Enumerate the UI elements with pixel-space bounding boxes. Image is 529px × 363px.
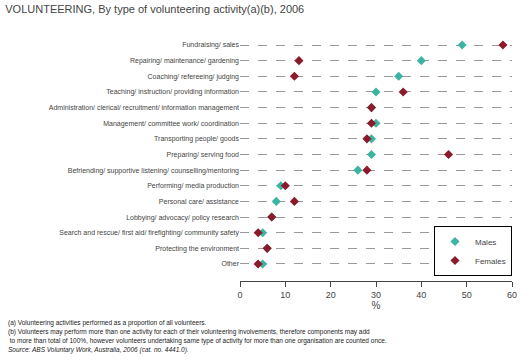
svg-text:Befriending/ supportive listen: Befriending/ supportive listening/ couns… [68,167,239,175]
svg-text:20: 20 [326,290,336,300]
svg-text:30: 30 [371,290,381,300]
svg-text:(b) Volunteers may perform mor: (b) Volunteers may perform more than one… [8,328,370,336]
svg-text:Administration/ clerical/ recr: Administration/ clerical/ recruitment/ i… [49,104,239,112]
svg-text:Management/ committee work/ co: Management/ committee work/ coordination [103,120,239,128]
svg-text:Source: ABS Voluntary Work, Au: Source: ABS Voluntary Work, Australia, 2… [8,346,189,354]
svg-text:50: 50 [462,290,472,300]
svg-text:Transporting people/ goods: Transporting people/ goods [154,135,239,143]
svg-text:40: 40 [416,290,426,300]
svg-text:Personal care/ assistance: Personal care/ assistance [159,198,239,205]
svg-text:(a) Volunteering activities pe: (a) Volunteering activities performed as… [8,319,207,327]
svg-text:Other: Other [221,260,239,267]
svg-text:Repairing/ maintenance/ garden: Repairing/ maintenance/ gardening [130,57,239,65]
svg-text:Fundraising/ sales: Fundraising/ sales [182,41,239,49]
svg-text:60: 60 [507,290,517,300]
svg-text:Males: Males [475,238,496,247]
svg-text:VOLUNTEERING, By type of volun: VOLUNTEERING, By type of volunteering ac… [5,3,304,15]
svg-text:to more than total of 100%, ho: to more than total of 100%, however volu… [8,337,387,345]
svg-text:0: 0 [237,290,242,300]
svg-text:Females: Females [475,257,506,266]
svg-text:Protecting the environment: Protecting the environment [155,245,239,253]
svg-text:%: % [372,300,381,311]
svg-text:Preparing/ serving food: Preparing/ serving food [167,151,239,159]
svg-text:Coaching/ refereeing/ judging: Coaching/ refereeing/ judging [148,73,240,81]
svg-text:Teaching/ instruction/ providi: Teaching/ instruction/ providing informa… [106,88,239,96]
svg-text:10: 10 [280,290,290,300]
svg-text:Lobbying/ advocacy/ policy res: Lobbying/ advocacy/ policy research [126,214,239,222]
svg-text:Search and rescue/ first aid/: Search and rescue/ first aid/ firefighti… [59,229,239,237]
svg-text:Performing/ media production: Performing/ media production [147,182,239,190]
